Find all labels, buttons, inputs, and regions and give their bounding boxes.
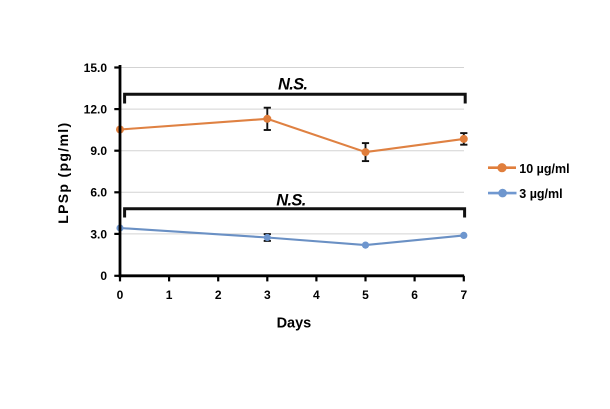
svg-text:LPSp (pg/ml): LPSp (pg/ml): [55, 123, 71, 224]
svg-text:1: 1: [166, 288, 173, 302]
svg-text:4: 4: [313, 288, 320, 302]
svg-text:5: 5: [362, 288, 369, 302]
svg-text:12.0: 12.0: [84, 103, 108, 117]
svg-text:N.S.: N.S.: [276, 191, 306, 209]
svg-text:Days: Days: [277, 315, 312, 331]
svg-text:10 µg/ml: 10 µg/ml: [519, 162, 569, 176]
svg-text:7: 7: [460, 288, 467, 302]
svg-text:15.0: 15.0: [84, 61, 108, 75]
svg-text:2: 2: [215, 288, 222, 302]
svg-text:6: 6: [411, 288, 418, 302]
svg-text:3: 3: [264, 288, 271, 302]
svg-text:3 µg/ml: 3 µg/ml: [519, 187, 562, 201]
svg-text:N.S.: N.S.: [278, 76, 308, 94]
svg-text:0: 0: [100, 269, 107, 283]
svg-text:9.0: 9.0: [90, 144, 107, 158]
svg-text:6.0: 6.0: [90, 186, 107, 200]
svg-text:3.0: 3.0: [90, 227, 107, 241]
svg-text:0: 0: [117, 288, 124, 302]
